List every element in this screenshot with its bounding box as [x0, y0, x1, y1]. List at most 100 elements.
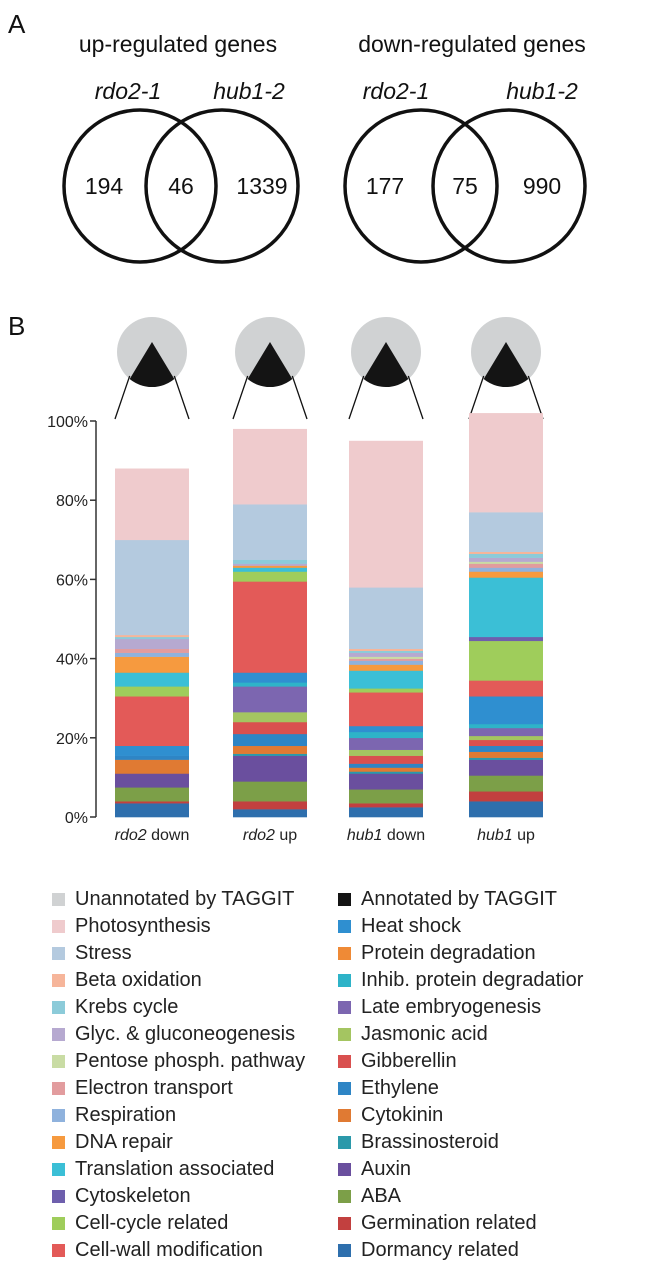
bar-segment-cell-wall-modification — [233, 581, 307, 673]
legend-swatch — [338, 1163, 351, 1176]
venn-up-right-count: 1339 — [236, 173, 287, 199]
bar-segment-cell-wall-modification — [469, 680, 543, 697]
bar-segment-heat-shock — [115, 745, 189, 756]
bar-segment-translation-associated — [469, 577, 543, 638]
legend-label: Translation associated — [75, 1158, 275, 1180]
legend-item-jasmonic-acid: Jasmonic acid — [338, 1021, 583, 1048]
bar-segment-aba — [349, 789, 423, 804]
legend-label: Pentose phosph. pathway — [75, 1050, 306, 1072]
bar-segment-dormancy-related — [469, 801, 543, 818]
legend-swatch — [52, 1001, 65, 1014]
bar-segment-dormancy-related — [349, 807, 423, 818]
bar-segment-heat-shock — [233, 672, 307, 683]
bar-segment-translation-associated — [233, 567, 307, 572]
bar-segment-glyc-gluconeogenesis — [349, 652, 423, 657]
bar-segment-electron-transport — [469, 563, 543, 568]
bar-segment-electron-transport — [349, 658, 423, 661]
legend-label: Cell-cycle related — [75, 1212, 229, 1234]
bar-segment-beta-oxidation — [115, 634, 189, 638]
legend-label: Beta oxidation — [75, 969, 202, 991]
bar-segment-jasmonic-acid — [233, 712, 307, 723]
bar-segment-cell-wall-modification — [349, 692, 423, 727]
pie-connector-line — [468, 375, 485, 420]
bar-segment-auxin — [349, 773, 423, 790]
legend-swatch — [52, 1190, 65, 1203]
pie-connector-line — [232, 375, 249, 420]
venn-down-left-circle — [343, 108, 499, 264]
legend-label: Cytoskeleton — [75, 1185, 191, 1207]
pie-connector-line — [527, 375, 544, 420]
bar-segment-cell-wall-modification — [115, 696, 189, 747]
bar-segment-gibberellin — [233, 721, 307, 735]
venn-down-right-circle — [431, 108, 587, 264]
pie-annotated-slice — [129, 342, 175, 388]
annotation-pie — [348, 317, 424, 420]
bar-segment-stress — [349, 587, 423, 649]
legend-item-stress: Stress — [52, 940, 305, 967]
bar-segment-cytokinin — [115, 759, 189, 774]
legend-left-column: Unannotated by TAGGIT Photosynthesis Stres… — [52, 886, 305, 1264]
legend-swatch — [338, 1190, 351, 1203]
y-tick-label: 80% — [56, 493, 88, 510]
legend-label: Germination related — [361, 1212, 537, 1234]
bar-rdo2-down — [115, 468, 189, 818]
x-tick-label: hub1 up — [477, 827, 535, 844]
bar-segment-aba — [233, 781, 307, 802]
bar-segment-electron-transport — [115, 648, 189, 653]
stacked-bars — [115, 413, 543, 818]
bar-segment-photosynthesis — [349, 440, 423, 588]
bar-segment-brassinosteroid — [349, 771, 423, 774]
venn-up-left-circle — [62, 108, 218, 264]
legend-swatch — [52, 974, 65, 987]
bar-segment-germination-related — [469, 791, 543, 802]
annotation-pies — [114, 317, 544, 420]
bar-segment-jasmonic-acid — [469, 735, 543, 741]
legend-label: Glyc. & gluconeogenesis — [75, 1023, 296, 1045]
legend-item-cell-wall-modification: Cell-wall modification — [52, 1237, 305, 1264]
bar-segment-dna-repair — [349, 664, 423, 671]
legend-swatch — [52, 1082, 65, 1095]
bar-segment-beta-oxidation — [469, 551, 543, 554]
legend-item-dna-repair: DNA repair — [52, 1129, 305, 1156]
bar-segment-inhib-protein-degradatior — [469, 723, 543, 729]
bar-segment-auxin — [115, 773, 189, 788]
legend-label: Stress — [75, 942, 132, 964]
legend-item-beta-oxidation: Beta oxidation — [52, 967, 305, 994]
bar-segment-stress — [233, 504, 307, 560]
legend-label: Cytokinin — [361, 1104, 444, 1126]
legend-label: Dormancy related — [361, 1239, 519, 1261]
x-tick-label: hub1 down — [347, 827, 425, 844]
bar-segment-ethylene — [469, 745, 543, 752]
legend-label: Photosynthesis — [75, 915, 211, 937]
y-tick-label: 40% — [56, 652, 88, 669]
bar-segment-pentose-phosph-pathway — [469, 561, 543, 564]
legend-label: Jasmonic acid — [361, 1023, 488, 1045]
figure: A up-regulated genes rdo2-1 hub1-2 194 4… — [8, 9, 587, 844]
bar-segment-dna-repair — [115, 656, 189, 673]
legend-item-auxin: Auxin — [338, 1156, 583, 1183]
pie-annotated-slice — [483, 342, 529, 388]
legend-label: Inhib. protein degradatior — [361, 969, 584, 991]
legend-label: Late embryogenesis — [361, 996, 542, 1018]
bar-segment-germination-related — [115, 801, 189, 804]
legend-swatch — [52, 1136, 65, 1149]
legend-swatch — [338, 947, 351, 960]
legend-label: Cell-wall modification — [75, 1239, 263, 1261]
bar-segment-brassinosteroid — [469, 757, 543, 760]
y-tick-label: 0% — [65, 810, 88, 827]
bar-segment-pentose-phosph-pathway — [349, 656, 423, 659]
bar-segment-krebs-cycle — [469, 553, 543, 558]
legend-swatch — [52, 947, 65, 960]
bar-segment-aba — [115, 787, 189, 802]
legend-swatch — [338, 1082, 351, 1095]
venn-down-right-count: 990 — [523, 173, 561, 199]
venn-down-title: down-regulated genes — [358, 31, 586, 57]
pie-annotated-slice — [363, 342, 409, 388]
x-tick-label: rdo2 down — [115, 827, 190, 844]
legend-swatch — [52, 1217, 65, 1230]
legend-label: Electron transport — [75, 1077, 233, 1099]
legend-swatch — [338, 1001, 351, 1014]
legend-swatch — [52, 1109, 65, 1122]
legend-right-column: Annotated by TAGGIT Heat shock Protein deg… — [338, 886, 583, 1264]
venn-down-left-set: rdo2-1 — [363, 78, 429, 104]
